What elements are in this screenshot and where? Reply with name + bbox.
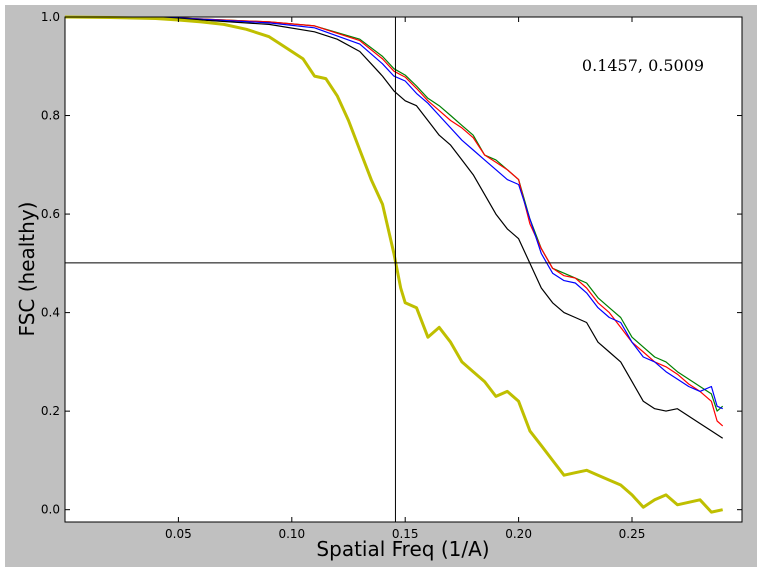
plot-area	[65, 17, 742, 522]
x-tick-label: 0.15	[392, 527, 419, 541]
y-tick-label: 1.0	[41, 10, 60, 24]
series-layer	[64, 15, 724, 514]
x-tick-label: 0.10	[278, 527, 305, 541]
y-tick-label: 0.6	[41, 207, 60, 221]
series-line-3	[64, 16, 723, 410]
crosshair-annotation: 0.1457, 0.5009	[582, 56, 704, 75]
x-tick-label: 0.20	[505, 527, 532, 541]
y-tick-label: 0.4	[41, 306, 60, 320]
y-tick-label: 0.8	[41, 109, 60, 123]
y-axis-label: FSC (healthy)	[15, 202, 39, 337]
x-tick-label: 0.05	[165, 527, 192, 541]
x-axis-label: Spatial Freq (1/A)	[316, 537, 489, 561]
x-ticks: 0.05 0.10 0.15 0.20 0.25	[165, 17, 645, 541]
crosshair	[65, 17, 742, 522]
y-tick-label: 0.0	[41, 503, 60, 517]
y-tick-label: 0.2	[41, 404, 60, 418]
series-line-4	[64, 16, 724, 439]
x-tick-label: 0.25	[619, 527, 646, 541]
series-line-5	[64, 15, 724, 514]
plot-frame	[64, 16, 743, 523]
series-line-2	[64, 16, 724, 427]
y-ticks: 0.0 0.2 0.4 0.6 0.8 1.0	[41, 10, 742, 517]
